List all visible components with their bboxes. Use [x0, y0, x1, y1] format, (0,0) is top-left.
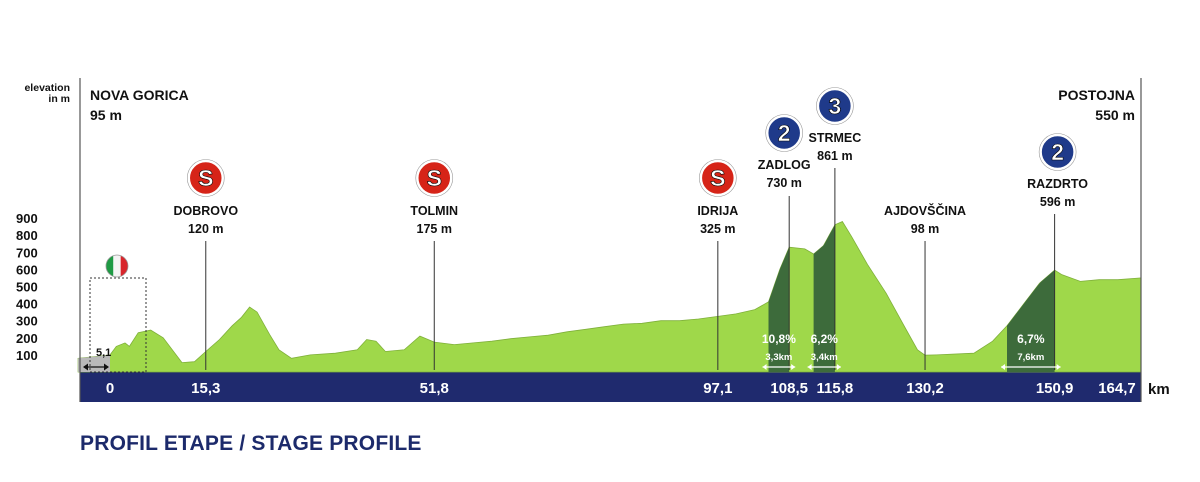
- place-name-zadlog: ZADLOG: [758, 158, 811, 172]
- place-elevation-nova-gorica: 95 m: [90, 107, 122, 123]
- place-name-nova-gorica: NOVA GORICA: [90, 87, 189, 103]
- climb-length-arrowheads-2: [807, 364, 841, 370]
- climb-gradient-2: 6,2%: [811, 332, 839, 346]
- x-tick-4: 108,5: [770, 380, 808, 397]
- kom-category-icon-zadlog: 2: [765, 114, 803, 152]
- x-tick-5: 115,8: [817, 380, 854, 397]
- y-tick-500: 500: [16, 280, 38, 295]
- y-tick-700: 700: [16, 245, 38, 260]
- climb-gradient-3: 6,7%: [1017, 332, 1045, 346]
- climb-length-2: 3,4km: [811, 352, 838, 363]
- climb-length-3: 7,6km: [1017, 352, 1044, 363]
- svg-text:2: 2: [778, 120, 791, 146]
- x-tick-1: 15,3: [191, 380, 220, 397]
- climb-length-1: 3,3km: [765, 352, 792, 363]
- place-name-dobrovo: DOBROVO: [173, 204, 238, 218]
- svg-text:2: 2: [1051, 139, 1064, 165]
- place-elevation-zadlog: 730 m: [766, 176, 801, 190]
- sprint-icon-dobrovo: S: [186, 159, 225, 197]
- place-elevation-idrija: 325 m: [700, 222, 735, 236]
- place-name-postojna: POSTOJNA: [1058, 87, 1135, 103]
- place-name-razdrto: RAZDRTO: [1027, 177, 1088, 191]
- neutral-zone-distance: 5,1: [96, 347, 111, 359]
- neutral-zone-box: [89, 277, 147, 373]
- y-axis-label-line-1: elevation: [24, 82, 70, 94]
- svg-text:S: S: [710, 165, 725, 191]
- place-elevation-strmec: 861 m: [817, 149, 852, 163]
- place-elevation-dobrovo: 120 m: [188, 222, 223, 236]
- svg-text:S: S: [198, 165, 213, 191]
- stage-profile-title: PROFIL ETAPE / STAGE PROFILE: [80, 432, 422, 455]
- climb-segment-2: [813, 224, 835, 372]
- place-elevation-ajdov-ina: 98 m: [911, 222, 940, 236]
- climb-length-arrowheads-1: [762, 364, 796, 370]
- x-tick-7: 150,9: [1036, 380, 1074, 397]
- x-tick-6: 130,2: [906, 380, 944, 397]
- place-elevation-tolmin: 175 m: [417, 222, 452, 236]
- x-tick-3: 97,1: [703, 380, 732, 397]
- elevation-profile-area: [77, 220, 1142, 373]
- y-tick-800: 800: [16, 228, 38, 243]
- km-axis-band: [80, 372, 1141, 402]
- svg-text:3: 3: [828, 93, 841, 119]
- place-name-ajdov-ina: AJDOVŠČINA: [884, 203, 966, 218]
- y-tick-400: 400: [16, 297, 38, 312]
- place-name-idrija: IDRIJA: [697, 204, 738, 218]
- place-elevation-postojna: 550 m: [1095, 107, 1135, 123]
- climb-segment-3: [1007, 270, 1055, 372]
- sprint-icon-idrija: S: [699, 159, 737, 197]
- svg-text:S: S: [427, 165, 442, 191]
- y-tick-200: 200: [16, 331, 38, 346]
- x-tick-8: 164,7: [1098, 380, 1136, 397]
- y-tick-100: 100: [16, 348, 38, 363]
- x-axis-unit: km: [1148, 381, 1170, 398]
- kom-category-icon-strmec: 3: [816, 87, 854, 125]
- place-name-tolmin: TOLMIN: [410, 204, 458, 218]
- y-tick-300: 300: [16, 314, 38, 329]
- italian-flag-icon: [105, 254, 129, 278]
- place-elevation-razdrto: 596 m: [1040, 195, 1075, 209]
- climb-segment-1: [768, 247, 790, 372]
- kom-category-icon-razdrto: 2: [1038, 133, 1077, 171]
- climb-gradient-1: 10,8%: [762, 332, 796, 346]
- y-tick-900: 900: [16, 211, 38, 226]
- y-tick-600: 600: [16, 262, 38, 277]
- sprint-icon-tolmin: S: [415, 159, 454, 197]
- x-tick-0: 0: [106, 380, 114, 397]
- x-tick-2: 51,8: [420, 380, 449, 397]
- place-name-strmec: STRMEC: [809, 131, 862, 145]
- y-axis-label-line-2: in m: [48, 93, 70, 105]
